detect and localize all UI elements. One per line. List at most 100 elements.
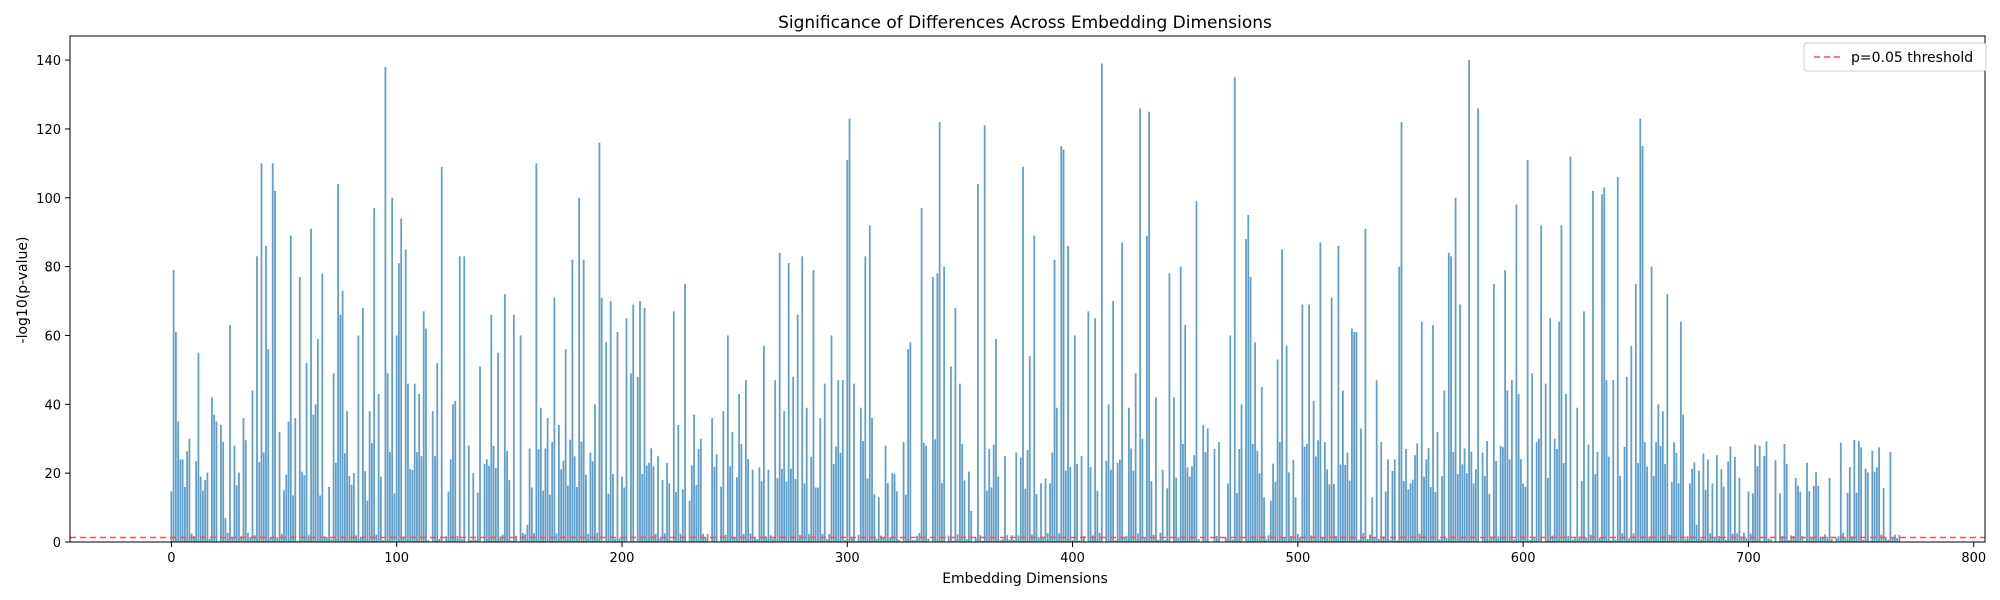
bar <box>992 444 995 542</box>
bar <box>1398 266 1401 542</box>
bar <box>1504 270 1507 542</box>
bar <box>1817 485 1820 542</box>
bar <box>1001 539 1004 542</box>
bar <box>1231 539 1234 542</box>
bar <box>476 492 479 542</box>
bar <box>1641 146 1644 542</box>
bar <box>753 537 756 542</box>
bar <box>1427 448 1430 542</box>
bar <box>488 465 490 542</box>
bar <box>1456 474 1459 542</box>
bar <box>902 442 905 542</box>
bar <box>454 400 457 542</box>
bar <box>1625 376 1628 542</box>
bar <box>886 483 889 542</box>
bar <box>1891 537 1894 542</box>
bar <box>1585 537 1588 542</box>
bar <box>794 479 797 542</box>
bar <box>548 494 551 542</box>
bar <box>747 459 750 542</box>
bar <box>934 439 937 542</box>
bar <box>427 540 430 542</box>
bar <box>472 473 475 542</box>
bar <box>285 474 288 542</box>
bar <box>630 373 632 542</box>
bar <box>952 540 955 542</box>
bar <box>1283 537 1286 542</box>
bar <box>706 533 709 542</box>
bar <box>995 338 997 542</box>
bar <box>1497 536 1500 542</box>
bar <box>1342 390 1344 542</box>
bar <box>258 462 261 542</box>
bar <box>959 383 961 542</box>
bar <box>866 478 869 542</box>
bar <box>490 314 493 542</box>
bar <box>607 493 610 542</box>
bar <box>911 539 914 542</box>
bar <box>1483 476 1486 542</box>
bar <box>1790 535 1793 542</box>
bar <box>1333 484 1335 542</box>
bar <box>720 486 722 542</box>
bar <box>808 533 810 542</box>
bar <box>1166 488 1169 542</box>
bar <box>796 314 799 542</box>
bar <box>1659 446 1662 542</box>
bar <box>1213 449 1216 542</box>
bar <box>1265 539 1268 542</box>
bar <box>184 486 186 542</box>
bar <box>1526 159 1529 543</box>
bar <box>830 335 833 542</box>
bar <box>931 276 934 542</box>
bar <box>226 532 229 542</box>
bar <box>1745 538 1748 542</box>
bar <box>1438 539 1441 542</box>
bar <box>1835 537 1838 542</box>
bar <box>1583 311 1585 542</box>
bar <box>1344 464 1347 542</box>
bar <box>1197 539 1200 542</box>
bar <box>1734 456 1736 542</box>
bar <box>585 474 587 542</box>
bar <box>1673 442 1675 542</box>
bar <box>1161 469 1164 542</box>
bar <box>325 537 328 542</box>
bar <box>1819 537 1822 542</box>
bar <box>1623 446 1626 542</box>
bar <box>1729 446 1732 542</box>
bar <box>1155 397 1157 542</box>
bar <box>1612 380 1615 542</box>
bar <box>461 539 463 542</box>
bar <box>1037 536 1040 542</box>
bar <box>244 440 247 542</box>
bar <box>1251 443 1254 542</box>
bar <box>1515 204 1518 543</box>
bar <box>715 454 718 542</box>
bar <box>1258 473 1261 542</box>
bar <box>343 453 346 542</box>
bar <box>1418 533 1421 542</box>
bar <box>675 491 677 542</box>
bar <box>1094 318 1096 542</box>
bar <box>1488 493 1491 542</box>
bar <box>1767 538 1770 542</box>
x-tick-label: 0 <box>167 551 175 566</box>
bar <box>1844 538 1847 542</box>
bar <box>817 487 819 542</box>
bar <box>1405 449 1407 542</box>
bar <box>199 476 202 542</box>
bar <box>589 452 592 542</box>
bar <box>1353 332 1356 542</box>
bar <box>400 218 403 542</box>
bar <box>1887 539 1890 542</box>
bar <box>1062 149 1065 542</box>
bar <box>262 452 265 542</box>
bar <box>1522 483 1525 542</box>
bar <box>1594 474 1597 542</box>
bar <box>1044 478 1047 542</box>
bar <box>287 421 290 542</box>
bar <box>1420 321 1423 542</box>
bar <box>1112 301 1115 542</box>
